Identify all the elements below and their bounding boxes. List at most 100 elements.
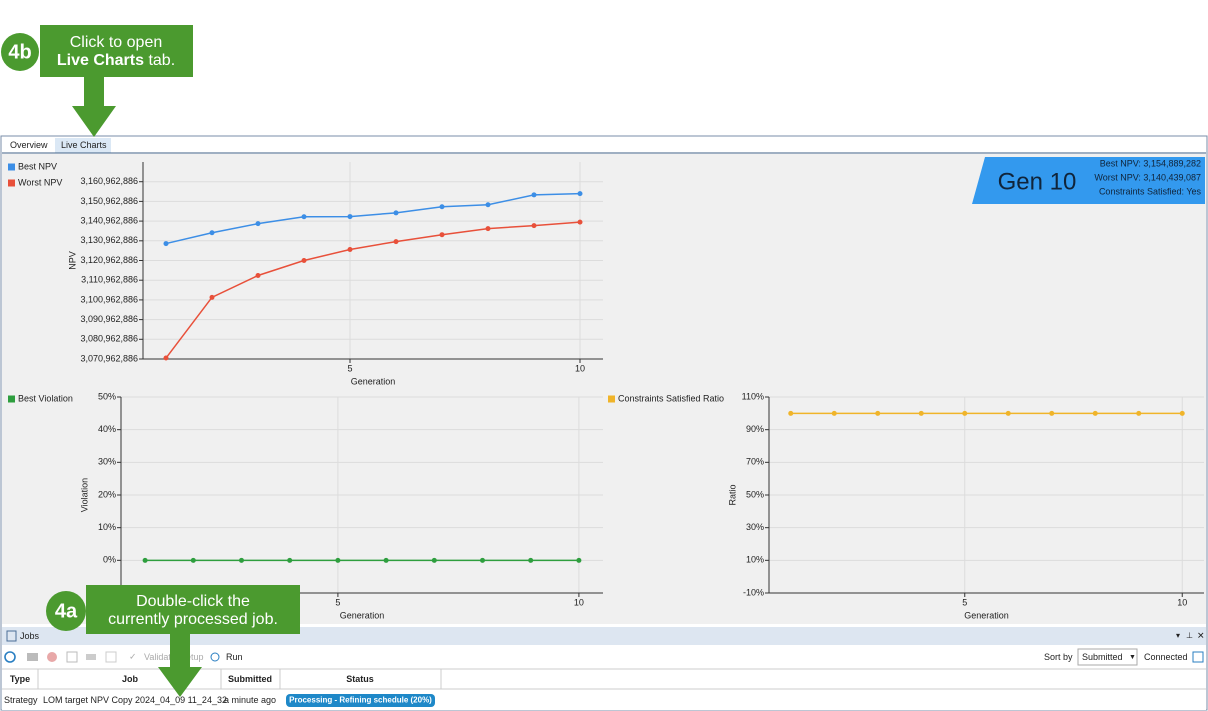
jobs-icon (6, 630, 17, 642)
y-tick-label: 50% (746, 489, 764, 499)
series-line (165, 221, 581, 359)
data-point (962, 410, 968, 416)
data-point (439, 232, 445, 238)
y-tick-label: 10% (746, 555, 764, 565)
tab[interactable]: Overview (10, 140, 48, 150)
panel-pin[interactable]: ⊥ (1186, 631, 1193, 640)
data-point (1136, 410, 1142, 416)
toolbar-button[interactable]: Setup (180, 652, 204, 662)
x-tick-label: 10 (1177, 597, 1187, 607)
y-tick-label: 3,140,962,886 (80, 215, 138, 225)
connection-status: Connected (1144, 652, 1188, 662)
run-icon (210, 652, 220, 662)
data-point (531, 192, 537, 198)
step-badge-label: 4b (8, 41, 31, 63)
y-tick-label: 50% (98, 391, 116, 401)
y-tick-label: 20% (98, 489, 116, 499)
data-point (163, 355, 169, 361)
share-button[interactable] (86, 654, 96, 660)
toolbar-button[interactable]: Validate (144, 652, 176, 662)
legend-swatch (608, 395, 615, 403)
edit-button[interactable] (105, 651, 117, 663)
status-text: Processing - Refining schedule (20%) (289, 696, 432, 705)
legend-swatch (8, 163, 15, 171)
open-button[interactable] (27, 653, 38, 661)
sort-dropdown[interactable] (1077, 648, 1138, 666)
step-badge (1, 33, 39, 71)
data-point (301, 214, 307, 220)
series-line (165, 192, 581, 245)
legend-swatch (8, 395, 15, 403)
y-tick-label: 110% (742, 391, 764, 401)
column-header[interactable]: Job (122, 674, 139, 684)
data-point (239, 557, 244, 563)
refresh-button[interactable] (4, 651, 16, 663)
sort-label: Sort by (1044, 652, 1073, 662)
y-tick-label: 3,160,962,886 (80, 176, 138, 186)
cancel-button[interactable] (47, 652, 57, 662)
tab[interactable]: Live Charts (61, 140, 107, 150)
legend-label: Best Violation (18, 393, 73, 403)
data-point (531, 223, 537, 229)
data-point (255, 221, 261, 227)
data-point (393, 210, 399, 216)
data-point (831, 410, 837, 416)
panel-close[interactable]: ✕ (1197, 630, 1205, 640)
y-tick-label: 3,100,962,886 (80, 294, 138, 304)
cell: Strategy (4, 695, 38, 705)
data-point (528, 557, 534, 563)
legend-label: Constraints Satisfied Ratio (618, 393, 724, 403)
data-point (347, 214, 353, 220)
download-button[interactable] (66, 651, 78, 663)
y-tick-label: -10% (743, 587, 764, 597)
step-badge-label: 4a (55, 600, 78, 622)
gen-line: Best NPV: 3,154,889,282 (1100, 158, 1201, 168)
data-point (577, 191, 583, 197)
column-header[interactable]: Submitted (228, 674, 272, 684)
gen-line: Constraints Satisfied: Yes (1099, 186, 1202, 196)
data-point (1049, 410, 1055, 416)
data-point (190, 557, 196, 563)
callout-box (40, 25, 193, 77)
data-point (301, 258, 307, 264)
sort-value: Submitted (1082, 652, 1123, 662)
data-point (163, 241, 169, 247)
data-point (1005, 410, 1011, 416)
y-tick-label: 3,130,962,886 (80, 235, 138, 245)
callout-text: currently processed job. (108, 611, 278, 628)
data-point (255, 272, 261, 278)
x-axis-title: Generation (340, 610, 385, 620)
panel-menu[interactable]: ▾ (1176, 631, 1180, 640)
data-point (383, 557, 389, 563)
x-tick-label: 10 (575, 363, 585, 373)
data-point (209, 230, 215, 236)
validate-icon: ✓ (129, 651, 137, 661)
dropdown-arrow: ▼ (1129, 654, 1136, 661)
data-point (209, 294, 215, 300)
y-tick-label: 3,110,962,886 (81, 275, 138, 285)
data-point (918, 410, 924, 416)
callout-text: Click to open (70, 34, 163, 51)
data-point (576, 557, 582, 563)
active-tab-bg (55, 138, 111, 153)
charts: 3,070,962,886 3,080,962,886 3,090,962,886 3… (8, 161, 1204, 620)
column-header[interactable]: Type (10, 674, 30, 684)
callout-box (86, 585, 300, 634)
y-tick-label: 3,150,962,886 (80, 196, 138, 206)
data-point (1092, 410, 1098, 416)
data-point (347, 246, 353, 252)
data-point (335, 557, 341, 563)
y-tick-label: 70% (746, 457, 764, 467)
gen-badge (972, 157, 1205, 204)
toolbar-button[interactable]: Run (226, 652, 243, 662)
y-tick-label: 3,120,962,886 (80, 255, 138, 265)
callout-arrow (72, 77, 116, 137)
y-tick-label: 0% (103, 555, 116, 565)
chart-area (2, 154, 1206, 624)
x-tick-label: 5 (335, 597, 340, 607)
y-axis-title: Ratio (727, 484, 737, 505)
y-axis-title: NPV (67, 251, 77, 270)
callout-arrow (158, 634, 202, 697)
column-header[interactable]: Status (346, 674, 374, 684)
